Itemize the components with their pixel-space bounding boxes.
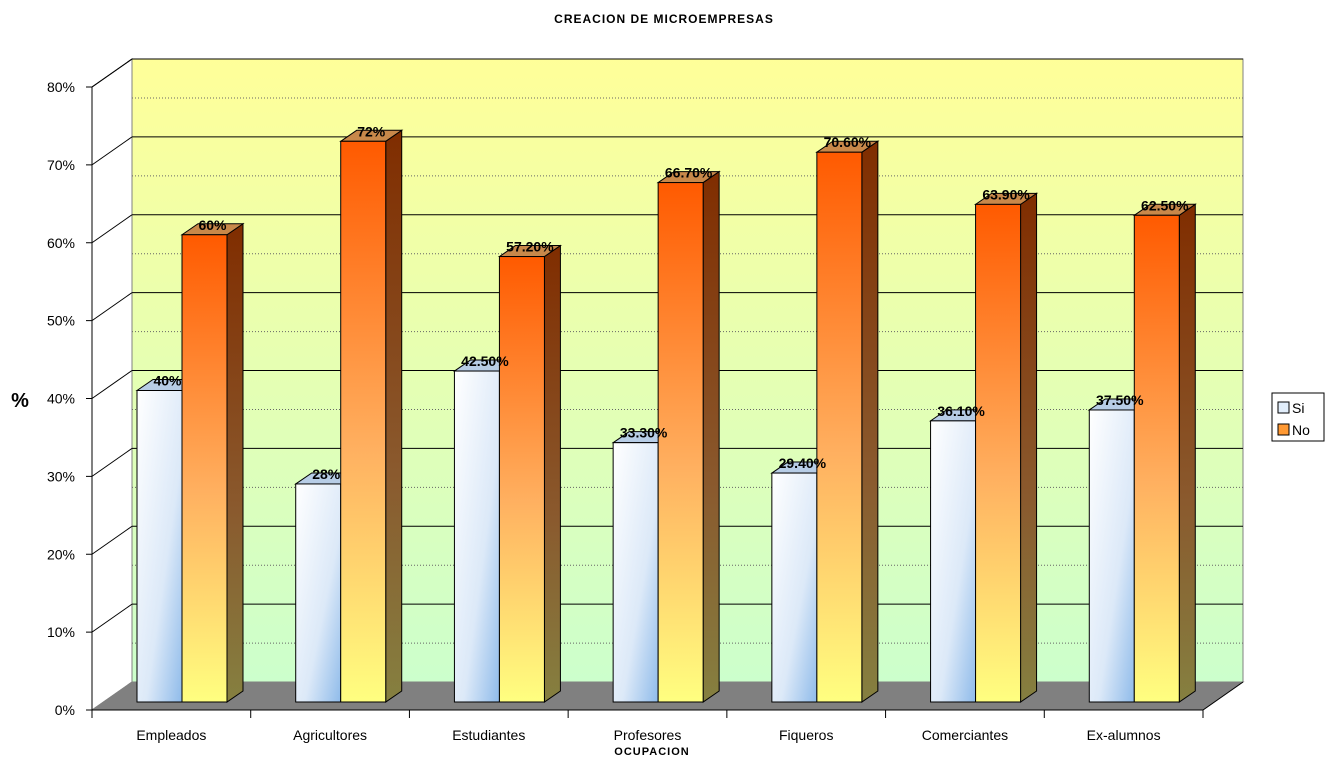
data-label-si: 36.10% (937, 403, 985, 419)
data-label-no: 60% (198, 217, 227, 233)
bar-no-side (1178, 203, 1196, 703)
data-label-no: 72% (357, 123, 386, 139)
bar-no-side (702, 170, 720, 703)
data-label-no: 63.90% (982, 186, 1030, 202)
data-label-si: 40% (153, 373, 182, 389)
data-label-si: 28% (312, 466, 341, 482)
bar-no (340, 140, 387, 703)
bar-no (657, 182, 704, 703)
legend-label-no: No (1292, 422, 1310, 438)
bar-no-side (385, 129, 403, 703)
bar-no-side (226, 222, 244, 703)
x-tick-label: Fiqueros (779, 727, 833, 743)
x-tick-label: Agricultores (293, 727, 367, 743)
data-label-si: 42.50% (461, 353, 509, 369)
y-tick-label: 70% (47, 157, 75, 173)
gridline-side (91, 214, 133, 244)
data-label-no: 62.50% (1141, 197, 1189, 213)
bar-si (136, 390, 183, 703)
y-tick-label: 30% (47, 468, 75, 484)
y-tick-label: 40% (47, 391, 75, 407)
bar-no (1133, 214, 1180, 703)
x-tick-label: Comerciantes (922, 727, 1008, 743)
x-tick-label: Empleados (136, 727, 206, 743)
chart-title: CREACION DE MICROEMPRESAS (554, 12, 774, 26)
axes: 0% 10% 20% 30% 40% 50% 60% 70% 80% Empleados Agric… (47, 58, 1244, 743)
bar-si (295, 483, 342, 703)
y-axis-label: % (11, 390, 29, 412)
gridline-side (91, 292, 133, 322)
bars (135, 129, 1197, 703)
y-tick-label: 0% (55, 702, 75, 718)
bar-no (816, 151, 863, 703)
bar-no-side (861, 140, 879, 703)
bar-no-side (1020, 192, 1038, 703)
legend: Si No (1271, 392, 1325, 442)
bar-si (771, 472, 818, 703)
gridline-side (91, 525, 133, 555)
x-tick-label: Ex-alumnos (1087, 727, 1161, 743)
legend-label-si: Si (1292, 400, 1304, 416)
data-label-si: 37.50% (1096, 392, 1144, 408)
data-label-si: 29.40% (779, 455, 827, 471)
legend-swatch-si (1277, 401, 1290, 414)
gridline-side (91, 136, 133, 166)
bar-no (498, 256, 545, 703)
bar-si (612, 442, 659, 703)
bar-si (1088, 409, 1135, 703)
x-tick-label: Estudiantes (452, 727, 525, 743)
data-label-no: 70.60% (824, 134, 872, 150)
data-label-si: 33.30% (620, 425, 668, 441)
x-axis-label: OCUPACION (614, 746, 689, 757)
bar-no-side (543, 244, 561, 703)
y-tick-label: 60% (47, 235, 75, 251)
gridline-side (91, 447, 133, 477)
bar-no (975, 203, 1022, 703)
bar-si (930, 420, 977, 703)
legend-swatch-no (1277, 423, 1290, 436)
gridline-side (91, 603, 133, 633)
bar-no (181, 234, 228, 703)
y-tick-label: 20% (47, 546, 75, 562)
y-tick-label: 10% (47, 624, 75, 640)
y-tick-label: 80% (47, 79, 75, 95)
data-labels: 40% 60% 28% 72% 42.50% 57.20% 33.30% 66.70% 29.4… (153, 123, 1189, 482)
x-axis-end (1202, 681, 1244, 711)
x-tick-label: Profesores (614, 727, 682, 743)
y-axis-top (91, 58, 133, 88)
data-label-no: 66.70% (665, 165, 713, 181)
data-label-no: 57.20% (506, 239, 554, 255)
y-tick-label: 50% (47, 313, 75, 329)
bar-si (453, 370, 500, 703)
gridline-side (91, 370, 133, 399)
